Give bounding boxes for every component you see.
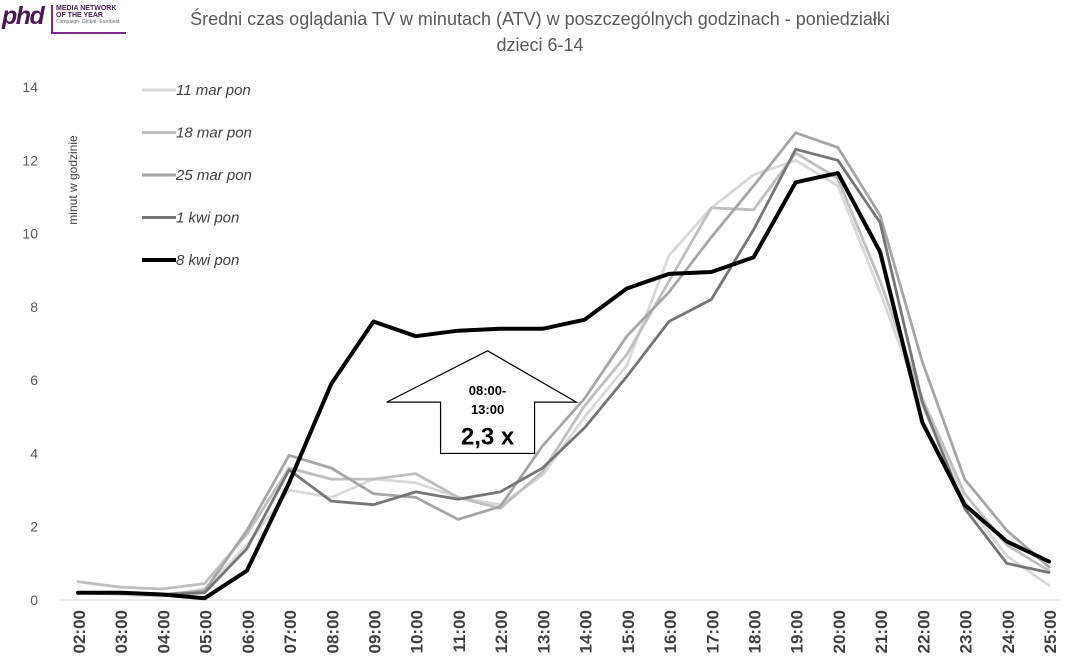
logo-award-box: MEDIA NETWORK OF THE YEAR Campaign- Glob… — [51, 5, 126, 34]
x-tick-label: 19:00 — [788, 610, 807, 653]
x-tick-label: 09:00 — [366, 610, 385, 653]
arrow-label-line2: 13:00 — [471, 402, 504, 417]
legend-label-3: 25 mar pon — [175, 167, 252, 184]
x-tick-label: 23:00 — [957, 610, 976, 653]
legend-label-4: 1 kwi pon — [176, 210, 239, 227]
chart-title: Średni czas oglądania TV w minutach (ATV… — [100, 6, 980, 58]
x-tick-label: 07:00 — [281, 610, 300, 653]
x-tick-label: 10:00 — [408, 610, 427, 653]
axes: 0 2 4 6 8 10 12 14 02:00 03:00 04:00 05:00 06:00 07:0… — [22, 79, 1060, 653]
x-tick-label: 12:00 — [492, 610, 511, 653]
logo-line2: OF THE YEAR — [56, 12, 103, 19]
y-tick-label: 10 — [22, 226, 38, 242]
arrow-annotation: 08:00- 13:00 2,3 x — [386, 350, 579, 455]
x-tick-label: 04:00 — [154, 610, 173, 653]
arrow-label-line1: 08:00- — [469, 383, 507, 398]
logo-mark: phd — [2, 2, 45, 30]
y-tick-label: 14 — [22, 79, 38, 95]
series-line-3 — [76, 131, 1051, 596]
arrow-value-label: 2,3 x — [461, 423, 515, 450]
chart-title-line2: dzieci 6-14 — [496, 35, 584, 55]
x-tick-label: 08:00 — [323, 610, 342, 653]
x-tick-label: 13:00 — [534, 610, 553, 653]
x-tick-label: 20:00 — [830, 610, 849, 653]
x-tick-label: 25:00 — [1041, 610, 1060, 653]
x-tick-label: 16:00 — [661, 610, 680, 653]
up-arrow-shape — [386, 350, 579, 455]
legend: 11 mar pon 18 mar pon 25 mar pon 1 kwi pon 8… — [142, 82, 252, 269]
x-tick-label: 15:00 — [619, 610, 638, 653]
x-tick-label: 02:00 — [70, 610, 89, 653]
phd-logo: phd MEDIA NETWORK OF THE YEAR Campaign- … — [2, 2, 132, 36]
chart-title-line1: Średni czas oglądania TV w minutach (ATV… — [190, 9, 890, 29]
x-tick-label: 11:00 — [450, 610, 469, 653]
x-tick-label: 18:00 — [745, 610, 764, 653]
y-tick-label: 8 — [30, 299, 38, 315]
x-tick-label: 06:00 — [239, 610, 258, 653]
series-line-4 — [76, 147, 1051, 596]
series-line-5 — [76, 171, 1051, 601]
logo-line3: Campaign- Global- Eurobest — [56, 19, 120, 25]
y-tick-label: 6 — [30, 372, 38, 388]
x-tick-label: 24:00 — [999, 610, 1018, 653]
series-layer — [76, 131, 1051, 601]
legend-label-2: 18 mar pon — [176, 125, 252, 142]
y-tick-label: 4 — [30, 445, 38, 461]
x-tick-label: 14:00 — [577, 610, 596, 653]
legend-label-5: 8 kwi pon — [176, 252, 239, 269]
x-tick-label: 17:00 — [703, 610, 722, 653]
y-tick-label: 2 — [30, 519, 38, 535]
x-tick-label: 21:00 — [872, 610, 891, 653]
y-axis-label: minut w godzinie — [66, 135, 80, 225]
x-tick-label: 22:00 — [914, 610, 933, 653]
legend-label-1: 11 mar pon — [176, 82, 251, 99]
x-tick-label: 03:00 — [112, 610, 131, 653]
y-tick-label: 12 — [22, 152, 38, 168]
x-tick-label: 05:00 — [197, 610, 216, 653]
logo-line1: MEDIA NETWORK — [56, 5, 117, 12]
y-tick-label: 0 — [30, 592, 38, 608]
